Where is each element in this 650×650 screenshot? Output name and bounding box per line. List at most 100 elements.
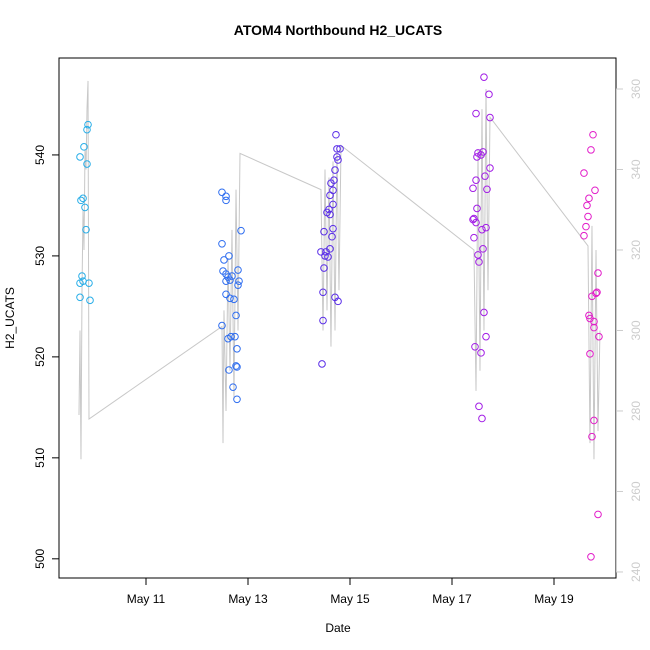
point bbox=[319, 316, 327, 325]
point bbox=[82, 225, 90, 234]
point bbox=[586, 350, 594, 358]
point bbox=[84, 120, 92, 129]
point bbox=[233, 395, 241, 404]
chart-title: ATOM4 Northbound H2_UCATS bbox=[234, 22, 442, 38]
point bbox=[83, 160, 91, 168]
point bbox=[332, 130, 340, 139]
point bbox=[233, 344, 241, 353]
x-tick-label: May 15 bbox=[330, 592, 370, 606]
point bbox=[480, 73, 488, 81]
point bbox=[318, 360, 326, 368]
point bbox=[79, 194, 87, 203]
point bbox=[478, 225, 486, 234]
y-tick-label: 530 bbox=[33, 246, 47, 266]
point bbox=[473, 153, 481, 161]
point bbox=[326, 210, 334, 219]
x-tick-label: May 17 bbox=[432, 592, 472, 606]
y-tick-label: 540 bbox=[33, 145, 47, 165]
point bbox=[229, 383, 237, 391]
point bbox=[472, 176, 480, 184]
point bbox=[485, 90, 493, 99]
point bbox=[237, 226, 245, 235]
point bbox=[334, 297, 342, 306]
point bbox=[483, 185, 491, 194]
point bbox=[222, 192, 230, 201]
point bbox=[595, 332, 603, 341]
point bbox=[317, 248, 325, 256]
point bbox=[331, 166, 339, 174]
point bbox=[222, 196, 230, 205]
point bbox=[482, 332, 490, 341]
y2-tick-label: 320 bbox=[629, 240, 643, 260]
y-tick-label: 500 bbox=[33, 548, 47, 568]
point bbox=[234, 281, 242, 289]
y2-tick-label: 280 bbox=[629, 401, 643, 421]
y2-tick-label: 260 bbox=[629, 481, 643, 501]
point bbox=[580, 169, 588, 177]
point bbox=[469, 184, 477, 193]
point bbox=[479, 148, 487, 156]
point bbox=[486, 113, 494, 122]
point bbox=[83, 125, 91, 134]
point bbox=[329, 200, 337, 209]
point bbox=[587, 146, 595, 154]
point bbox=[224, 334, 232, 343]
point bbox=[320, 227, 328, 236]
point bbox=[319, 288, 327, 297]
point bbox=[226, 276, 234, 284]
point bbox=[470, 233, 478, 242]
point bbox=[220, 256, 228, 264]
point bbox=[594, 269, 602, 277]
point bbox=[225, 252, 233, 260]
line bbox=[78, 80, 601, 460]
point bbox=[218, 239, 226, 248]
point bbox=[480, 308, 488, 317]
point bbox=[593, 288, 601, 297]
x-axis-label: Date bbox=[325, 621, 351, 635]
point bbox=[336, 145, 344, 153]
y2-tick-label: 300 bbox=[629, 320, 643, 340]
point bbox=[81, 203, 89, 212]
point bbox=[469, 215, 477, 224]
point bbox=[473, 204, 481, 213]
point bbox=[334, 156, 342, 164]
point bbox=[588, 292, 596, 301]
point bbox=[329, 224, 337, 233]
x-tick-label: May 13 bbox=[228, 592, 268, 606]
point bbox=[590, 323, 598, 332]
point bbox=[232, 362, 240, 370]
y-tick-label: 520 bbox=[33, 347, 47, 367]
point bbox=[475, 402, 483, 411]
point bbox=[76, 293, 84, 302]
point bbox=[590, 416, 598, 425]
point bbox=[320, 264, 328, 272]
point bbox=[475, 258, 483, 266]
point bbox=[234, 266, 242, 274]
point bbox=[482, 223, 490, 232]
point bbox=[580, 231, 588, 240]
point bbox=[486, 164, 494, 172]
point bbox=[233, 363, 241, 371]
point bbox=[235, 277, 243, 285]
point bbox=[231, 332, 239, 341]
point bbox=[85, 279, 93, 287]
y-tick-label: 510 bbox=[33, 448, 47, 468]
point bbox=[225, 366, 233, 374]
point bbox=[328, 232, 336, 241]
point bbox=[481, 172, 489, 180]
point bbox=[322, 248, 330, 256]
point bbox=[582, 222, 590, 231]
point bbox=[230, 295, 238, 304]
point bbox=[474, 251, 482, 259]
point bbox=[218, 188, 226, 197]
point bbox=[78, 272, 86, 280]
point bbox=[226, 294, 234, 303]
point bbox=[470, 214, 478, 223]
point bbox=[584, 212, 592, 221]
point bbox=[587, 552, 595, 561]
point bbox=[228, 272, 236, 280]
point bbox=[222, 290, 230, 299]
point bbox=[232, 311, 240, 320]
